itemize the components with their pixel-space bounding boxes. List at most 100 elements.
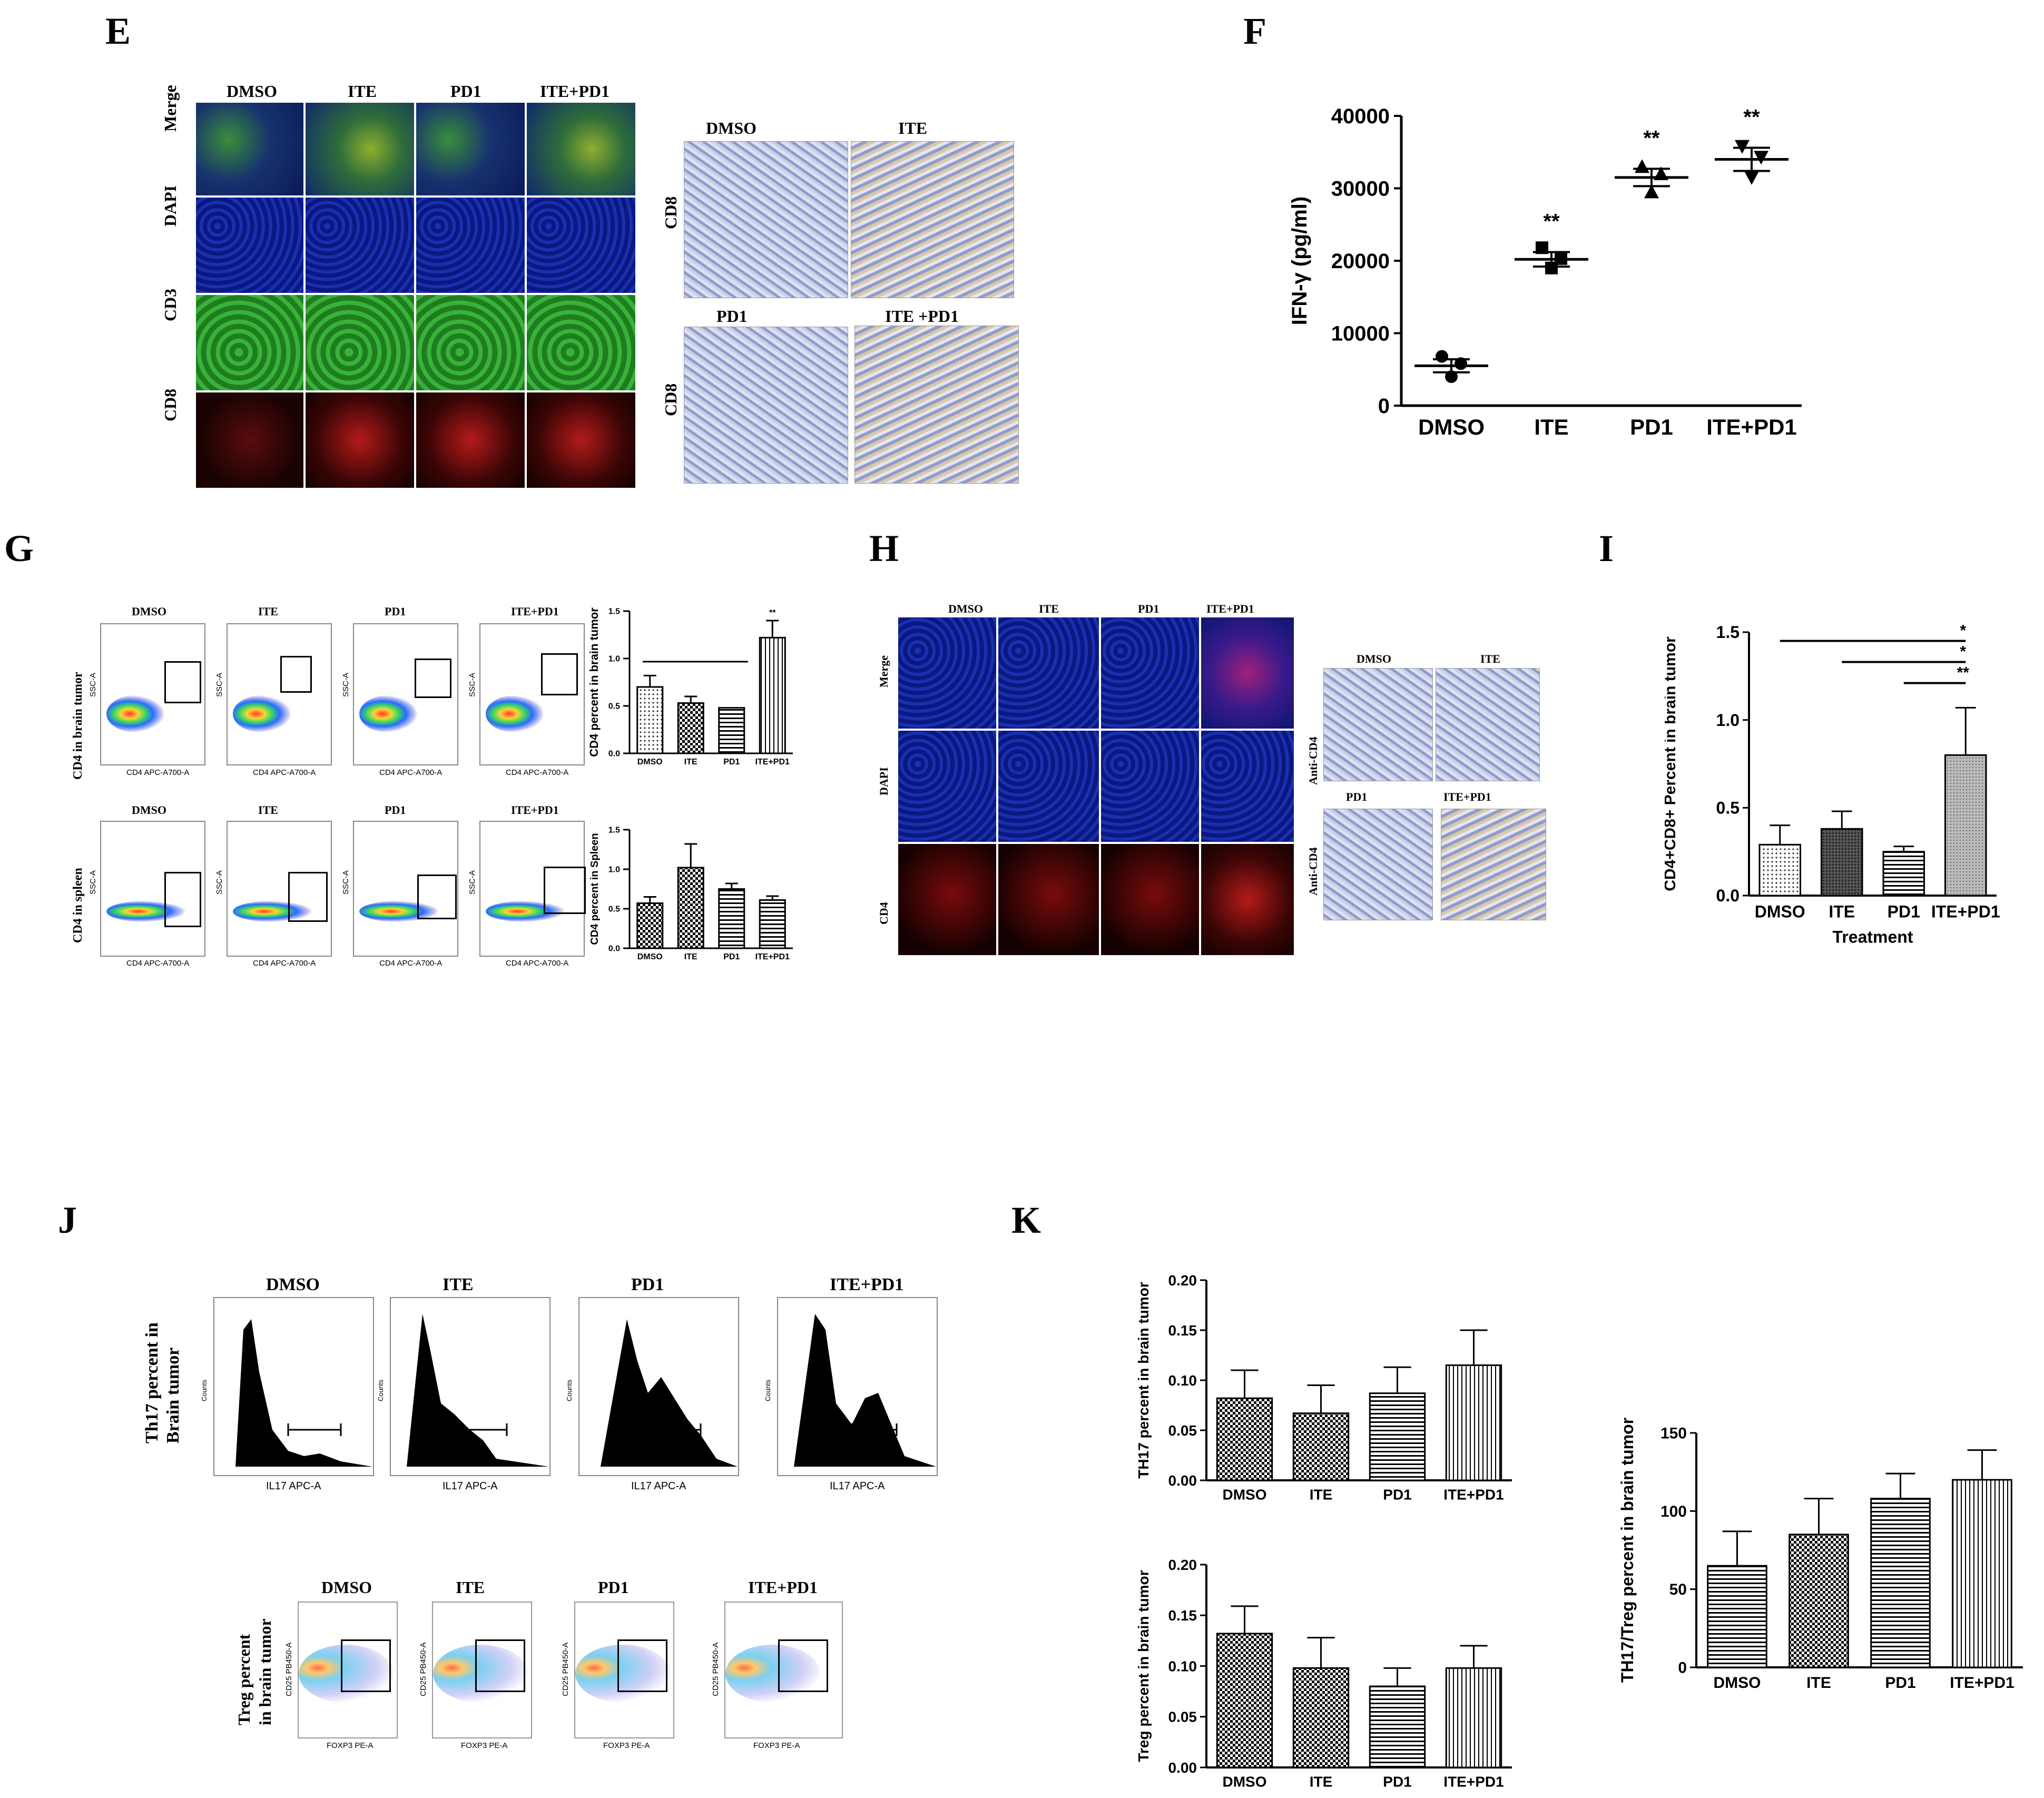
e-col-ite-pd1: ITE+PD1 [540, 82, 610, 101]
j-hist-yaxis: Counts [565, 1379, 573, 1401]
g-flow-plot [479, 623, 585, 765]
g-flow-events [106, 901, 185, 922]
x-tick-label: ITE+PD1 [1950, 1674, 2014, 1692]
j-treg-yaxis: CD25 PB450-A [561, 1642, 570, 1696]
g-flow-col-label: DMSO [132, 803, 166, 817]
y-tick-label: 0.15 [1168, 1322, 1197, 1339]
h-tile-dapi-pd1 [1100, 730, 1200, 843]
data-point [1536, 241, 1548, 254]
g-flow-col-label: DMSO [132, 605, 166, 618]
y-tick-label: 0.05 [1168, 1709, 1197, 1725]
bar [718, 707, 745, 754]
g-flow-events [233, 901, 312, 922]
e-tile-merge-dmso [195, 102, 304, 196]
data-point [1635, 159, 1649, 173]
y-axis-label: TH17/Treg percent in brain tumor [1618, 1418, 1637, 1683]
bar [1758, 843, 1802, 897]
j-treg-row-label-2: in brain tumor [256, 1618, 274, 1725]
h-ihc-ite: ITE [1480, 652, 1500, 665]
y-axis-label: Treg percent in brain tumor [1135, 1570, 1152, 1762]
j-treg-xaxis: FOXP3 PE-A [461, 1741, 508, 1750]
y-tick-label: 1.0 [608, 866, 620, 875]
x-tick-label: DMSO [1714, 1674, 1761, 1692]
y-tick-label: 0.10 [1168, 1372, 1197, 1389]
g-flow-plot [100, 821, 205, 957]
g-flow-gate [280, 656, 312, 693]
j-hist-col-label: DMSO [266, 1275, 320, 1294]
j-hist-col-label: ITE [443, 1275, 474, 1294]
g-flow-plot [353, 623, 458, 765]
y-tick-label: 0.5 [608, 702, 620, 711]
h-tile-merge-ite [997, 616, 1100, 730]
bar [1707, 1565, 1767, 1668]
g-flow-plot [227, 821, 332, 957]
j-hist-xaxis: IL17 APC-A [266, 1480, 321, 1492]
significance-mark: ** [1643, 126, 1660, 150]
y-tick-label: 0.5 [1716, 799, 1740, 818]
j-hist-yaxis: Counts [200, 1379, 208, 1401]
j-hist-xaxis: IL17 APC-A [830, 1480, 885, 1492]
h-col-pd1: PD1 [1138, 602, 1159, 615]
y-tick-label: 30000 [1331, 178, 1390, 201]
g-flow-gate [164, 872, 201, 927]
histogram-fill [778, 1314, 936, 1467]
g-flow-xaxis: CD4 APC-A700-A [253, 768, 316, 777]
bar [1216, 1397, 1273, 1481]
bar [636, 902, 664, 949]
data-point [1555, 252, 1567, 265]
g-flow-xaxis: CD4 APC-A700-A [126, 768, 190, 777]
histogram-fill [579, 1319, 738, 1467]
j-treg-plot [724, 1602, 843, 1738]
x-tick-label: PD1 [1383, 1773, 1411, 1790]
j-treg-events [299, 1645, 394, 1703]
g-flow-xaxis: CD4 APC-A700-A [506, 768, 569, 777]
bar [677, 867, 704, 949]
bar [677, 702, 704, 754]
j-hist-col-label: ITE+PD1 [830, 1275, 904, 1294]
j-treg-yaxis: CD25 PB450-A [284, 1642, 293, 1696]
bar [1445, 1364, 1502, 1481]
e-tile-merge-ite [304, 102, 415, 196]
g-flow-plot [100, 623, 205, 765]
h-tile-cd4-dmso [897, 843, 997, 956]
panel-label-h: H [869, 527, 899, 569]
h-row-cd4: CD4 [877, 902, 890, 925]
panel-label-f: F [1243, 10, 1266, 52]
y-tick-label: 0 [1378, 395, 1390, 418]
g-flow-plot [353, 821, 458, 957]
histogram-fill [391, 1314, 549, 1467]
bar [759, 636, 786, 754]
chart-g-spleen: 0.0 0.5 1.0 1.5 DMSO ITE PD1 ITE+PD1 CD4 percent… [589, 826, 793, 961]
j-histogram [578, 1297, 739, 1476]
panel-label-i: I [1599, 527, 1614, 569]
e-ihc-itepd1: ITE +PD1 [885, 307, 959, 326]
y-tick-label: 1.0 [608, 655, 620, 664]
g-flow-yaxis: SSC-A [468, 870, 477, 895]
g-flow-yaxis: SSC-A [468, 673, 477, 697]
e-col-ite: ITE [348, 82, 377, 101]
j-treg-xaxis: FOXP3 PE-A [327, 1741, 374, 1750]
x-axis-label: Treatment [1833, 928, 1913, 947]
h-tile-cd4-pd1 [1100, 843, 1200, 956]
x-tick-label: PD1 [1888, 902, 1920, 921]
y-axis-label: CD4 percent in Spleen [589, 833, 601, 945]
g-flow-gate [415, 659, 451, 698]
y-axis-label: IFN-γ (pg/ml) [1288, 196, 1311, 325]
panel-label-k: K [1011, 1199, 1041, 1241]
y-tick-label: 0.10 [1168, 1658, 1197, 1674]
e-tile-merge-itepd1 [526, 102, 636, 196]
e-row-cd8: CD8 [161, 388, 180, 421]
significance-mark: ** [1543, 210, 1560, 233]
j-treg-col-label: PD1 [598, 1578, 629, 1597]
bar [1944, 754, 1987, 897]
x-tick-label: ITE+PD1 [755, 758, 790, 767]
g-flow-events [359, 695, 417, 732]
y-tick-label: 0.00 [1168, 1472, 1197, 1489]
g-flow-events [486, 901, 565, 922]
j-treg-events [433, 1645, 528, 1703]
g-flow-col-label: ITE+PD1 [511, 803, 559, 817]
g-flow-col-label: PD1 [385, 803, 406, 817]
data-point [1744, 171, 1759, 185]
x-tick-label: ITE+PD1 [1443, 1486, 1503, 1502]
g-flow-events [106, 695, 164, 732]
